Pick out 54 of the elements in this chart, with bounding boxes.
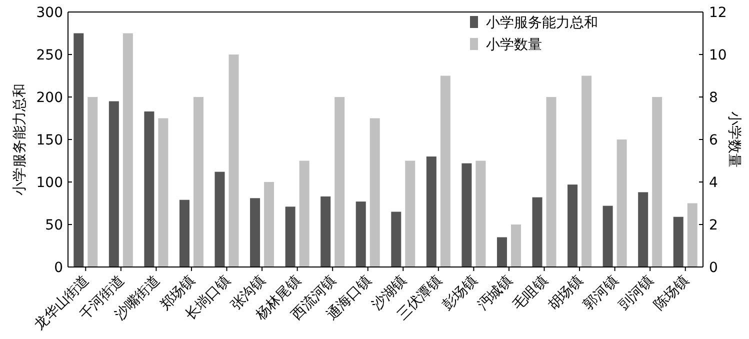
bar — [532, 197, 542, 267]
y-tick-label: 150 — [36, 132, 63, 148]
bar — [179, 200, 190, 267]
bar — [476, 160, 486, 267]
bar — [462, 163, 472, 267]
bar — [122, 33, 133, 267]
y-tick-label: 200 — [36, 90, 63, 106]
bar — [673, 216, 684, 267]
bar — [405, 160, 416, 267]
bar — [250, 198, 260, 267]
y2-tick-label: 12 — [709, 5, 727, 21]
bar — [320, 196, 331, 267]
bar — [356, 202, 366, 267]
bar — [638, 192, 648, 267]
y2-tick-label: 4 — [709, 175, 718, 191]
y2-axis-title: 小学数量 — [726, 112, 742, 168]
bar — [546, 97, 556, 267]
y2-tick-label: 8 — [709, 90, 718, 106]
bar — [285, 206, 296, 267]
bar — [426, 156, 436, 267]
bar — [616, 140, 627, 267]
bar — [496, 237, 507, 267]
bar — [88, 97, 98, 267]
bar — [193, 97, 204, 267]
bar — [228, 54, 239, 267]
bar — [687, 203, 698, 267]
bar — [334, 97, 345, 267]
y2-tick-label: 2 — [709, 218, 718, 234]
bar — [299, 160, 310, 267]
bar — [370, 118, 380, 267]
legend-label: 小学数量 — [486, 37, 542, 53]
y-tick-label: 0 — [54, 260, 63, 276]
bar — [264, 182, 274, 267]
bar — [74, 33, 84, 267]
y-tick-label: 300 — [36, 5, 63, 21]
bar — [108, 101, 119, 267]
y2-tick-label: 0 — [709, 260, 718, 276]
legend-label: 小学服务能力总和 — [486, 15, 598, 31]
bar — [582, 76, 592, 267]
bar — [568, 184, 578, 267]
bar — [144, 111, 154, 267]
y-tick-label: 250 — [36, 48, 63, 64]
y-tick-label: 50 — [45, 218, 63, 234]
bar — [391, 212, 402, 267]
bar — [214, 172, 225, 267]
y2-tick-label: 6 — [709, 132, 718, 148]
bar — [652, 97, 662, 267]
y-tick-label: 100 — [36, 175, 63, 191]
y2-tick-label: 10 — [709, 48, 727, 64]
bar — [440, 76, 450, 267]
bar — [510, 224, 521, 267]
bar — [602, 206, 613, 267]
bar — [158, 118, 168, 267]
y-axis-title: 小学服务能力总和 — [12, 84, 28, 196]
